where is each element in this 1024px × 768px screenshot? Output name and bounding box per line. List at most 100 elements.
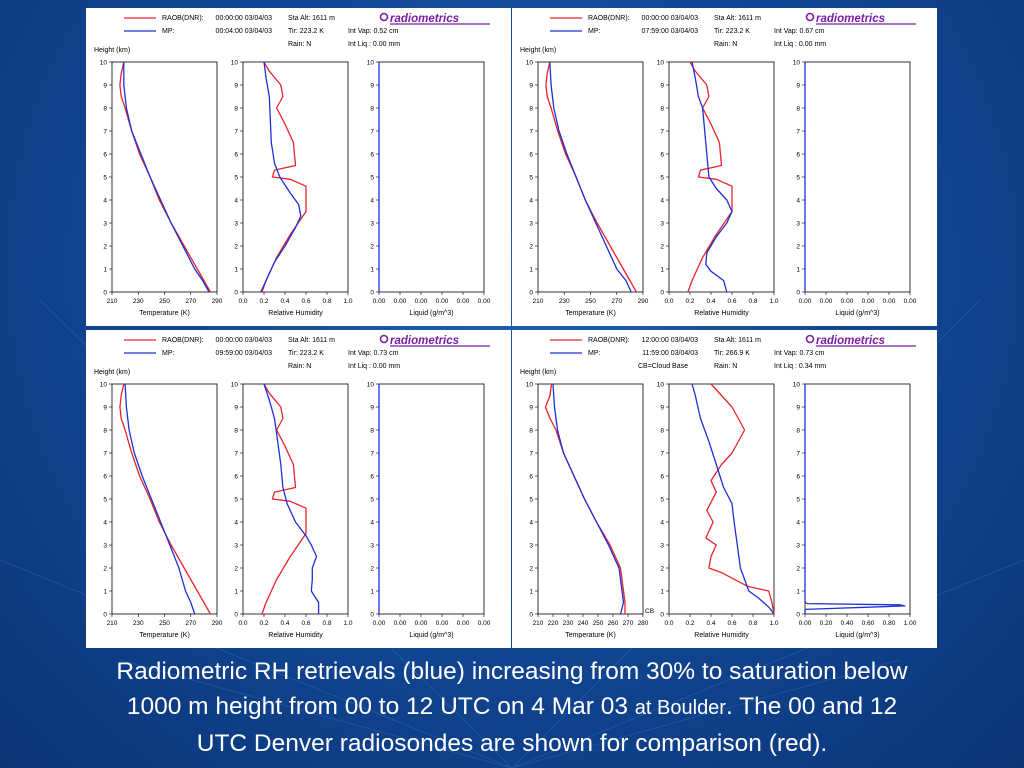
series-line-mp xyxy=(124,383,196,615)
profile-panel-bottom-right: RAOB(DNR): 12:00:00 03/04/03 MP: 11:59:00 0… xyxy=(512,330,937,648)
y-tick-label: 2 xyxy=(660,565,664,572)
y-tick-label: 8 xyxy=(660,105,664,112)
rain-status: Rain: N xyxy=(288,41,311,48)
y-tick-label: 7 xyxy=(796,128,800,135)
x-tick-label: 0.4 xyxy=(706,298,715,305)
x-axis-label: Temperature (K) xyxy=(565,632,616,639)
legend-name-1: MP: xyxy=(588,28,601,35)
chart-svg-bottom-left: RAOB(DNR): 00:00:00 03/04/03 MP: 09:59:00 0… xyxy=(94,334,491,639)
series-line-raob xyxy=(261,383,307,615)
x-tick-label: 0.6 xyxy=(301,298,310,305)
x-tick-label: 1.0 xyxy=(769,620,778,627)
x-tick-label: 230 xyxy=(559,298,570,305)
y-tick-label: 3 xyxy=(103,220,107,227)
y-tick-label: 5 xyxy=(796,496,800,503)
logo-mark-icon xyxy=(805,334,815,344)
y-tick-label: 3 xyxy=(529,220,533,227)
x-tick-label: 0.0 xyxy=(238,620,247,627)
y-tick-label: 3 xyxy=(529,542,533,549)
y-tick-label: 0 xyxy=(796,289,800,296)
x-tick-label: 270 xyxy=(623,620,634,627)
y-tick-label: 8 xyxy=(234,427,238,434)
y-tick-label: 0 xyxy=(103,289,107,296)
x-tick-label: 0.00 xyxy=(841,298,854,305)
x-axis-label: Relative Humidity xyxy=(268,632,323,639)
y-tick-label: 5 xyxy=(529,174,533,181)
integrated-vapor: Int Vap: 0.67 cm xyxy=(774,28,825,35)
rain-status: Rain: N xyxy=(288,363,311,370)
radiometrics-logo: radiometrics xyxy=(805,12,916,25)
integrated-vapor: Int Vap: 0.73 cm xyxy=(774,350,825,357)
y-tick-label: 10 xyxy=(231,59,239,66)
tir-value: Tir: 266.9 K xyxy=(714,350,750,357)
y-tick-label: 2 xyxy=(234,565,238,572)
x-tick-label: 270 xyxy=(185,620,196,627)
x-tick-label: 0.4 xyxy=(280,298,289,305)
x-tick-label: 0.6 xyxy=(301,620,310,627)
x-tick-label: 270 xyxy=(185,298,196,305)
y-tick-label: 6 xyxy=(370,473,374,480)
y-tick-label: 3 xyxy=(234,220,238,227)
tir-value: Tir: 223.2 K xyxy=(288,28,324,35)
y-tick-label: 6 xyxy=(370,151,374,158)
integrated-vapor: Int Vap: 0.52 cm xyxy=(348,28,399,35)
station-altitude: Sta Alt: 1611 m xyxy=(714,337,761,344)
y-tick-label: 4 xyxy=(529,519,533,526)
x-axis-label: Relative Humidity xyxy=(268,310,323,317)
y-tick-label: 2 xyxy=(796,243,800,250)
legend-name-0: RAOB(DNR): xyxy=(588,15,630,22)
y-tick-label: 7 xyxy=(660,128,664,135)
y-tick-label: 0 xyxy=(660,611,664,618)
x-tick-label: 0.4 xyxy=(280,620,289,627)
subplot-2: 0 1 2 3 4 5 6 7 8 9 10 0.0 0.2 0.4 0.6 0.8 1.0 Relative H… xyxy=(657,59,779,317)
x-tick-label: 240 xyxy=(578,620,589,627)
x-tick-label: 0.0 xyxy=(238,298,247,305)
legend-time-1: 11:59:00 03/04/03 xyxy=(642,350,698,357)
chart-svg-bottom-right: RAOB(DNR): 12:00:00 03/04/03 MP: 11:59:00 0… xyxy=(520,334,917,639)
y-tick-label: 2 xyxy=(103,565,107,572)
y-tick-label: 8 xyxy=(660,427,664,434)
x-tick-label: 0.00 xyxy=(820,298,833,305)
y-tick-label: 10 xyxy=(526,381,534,388)
x-tick-label: 0.0 xyxy=(664,620,673,627)
legend-name-0: RAOB(DNR): xyxy=(162,15,204,22)
x-tick-label: 0.00 xyxy=(457,298,470,305)
y-tick-label: 6 xyxy=(234,151,238,158)
series-line-mp xyxy=(804,384,906,614)
x-tick-label: 230 xyxy=(133,298,144,305)
subplot-frame xyxy=(242,61,349,293)
tir-value: Tir: 223.2 K xyxy=(288,350,324,357)
subplot-1: 0 1 2 3 4 5 6 7 8 9 10 210 230 250 270 290 Temperature (… xyxy=(100,381,223,639)
profile-panel-top-right: RAOB(DNR): 00:00:00 03/04/03 MP: 07:59:00 0… xyxy=(512,8,937,326)
y-tick-label: 2 xyxy=(103,243,107,250)
legend-time-0: 00:00:00 03/04/03 xyxy=(216,337,273,344)
x-tick-label: 0.00 xyxy=(799,620,812,627)
station-altitude: Sta Alt: 1611 m xyxy=(288,15,335,22)
y-tick-label: 9 xyxy=(370,404,374,411)
profile-panel-bottom-left: RAOB(DNR): 00:00:00 03/04/03 MP: 09:59:00 0… xyxy=(86,330,511,648)
y-tick-label: 2 xyxy=(796,565,800,572)
y-tick-label: 1 xyxy=(103,266,107,273)
y-tick-label: 0 xyxy=(103,611,107,618)
x-tick-label: 1.0 xyxy=(343,620,352,627)
station-altitude: Sta Alt: 1611 m xyxy=(288,337,335,344)
x-tick-label: 0.00 xyxy=(436,620,449,627)
y-tick-label: 10 xyxy=(526,59,534,66)
y-tick-label: 8 xyxy=(103,105,107,112)
x-axis-label: Relative Humidity xyxy=(694,310,749,317)
subplot-frame xyxy=(804,61,911,293)
y-tick-label: 1 xyxy=(234,266,238,273)
y-tick-label: 0 xyxy=(796,611,800,618)
y-tick-label: 5 xyxy=(103,174,107,181)
y-tick-label: 1 xyxy=(370,588,374,595)
y-tick-label: 10 xyxy=(657,381,665,388)
x-tick-label: 250 xyxy=(593,620,604,627)
x-tick-label: 0.20 xyxy=(820,620,833,627)
logo-text: radiometrics xyxy=(390,335,459,347)
y-tick-label: 4 xyxy=(234,519,238,526)
caption-line-1: Radiometric RH retrievals (blue) increas… xyxy=(116,658,908,685)
series-line-mp xyxy=(691,383,775,615)
y-tick-label: 6 xyxy=(796,151,800,158)
y-tick-label: 4 xyxy=(370,519,374,526)
